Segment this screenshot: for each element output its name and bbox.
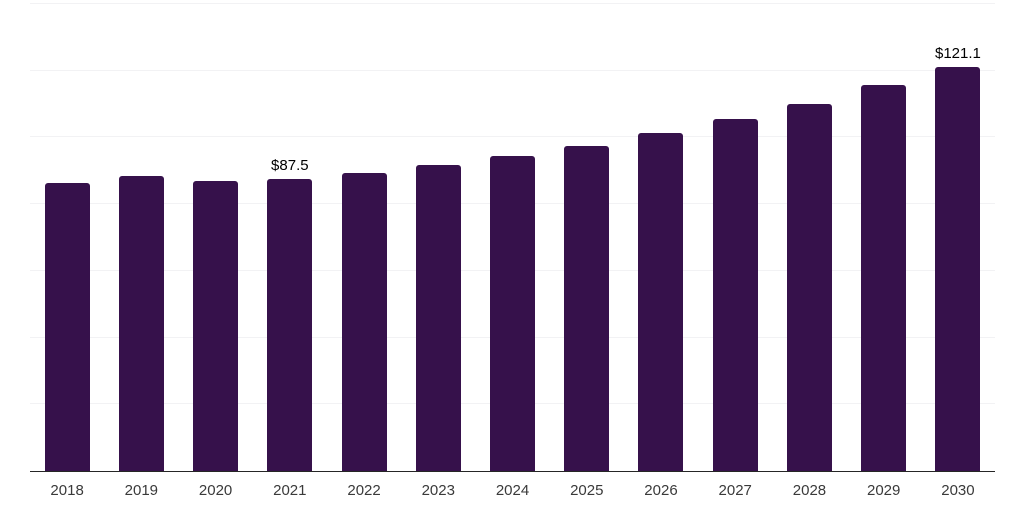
bar-slot-2019 xyxy=(104,4,178,471)
x-tick-label-2020: 2020 xyxy=(198,482,233,499)
x-tick-label-2024: 2024 xyxy=(495,482,530,499)
bar-2024 xyxy=(490,155,536,471)
x-tick-label-2019: 2019 xyxy=(124,482,159,499)
x-tick-label-2022: 2022 xyxy=(347,482,381,499)
bar-slot-2018 xyxy=(30,4,104,471)
bar-2025 xyxy=(564,145,610,471)
bar-slot-2021: $87.5 xyxy=(253,4,327,471)
x-axis-labels: 2018 2019 2020 2021 2022 2023 2024 2025 2026 2027… xyxy=(30,482,995,499)
bar-slot-2024 xyxy=(475,4,549,471)
x-tick-label-2026: 2026 xyxy=(644,482,678,499)
bar-value-label-2030: $121.1 xyxy=(934,45,981,63)
x-tick-label-2028: 2028 xyxy=(792,482,827,499)
bar-chart-plot-area: $87.5 $121.1 xyxy=(30,3,995,472)
gridline-120 xyxy=(30,69,995,71)
gridline-140 xyxy=(30,3,995,4)
bar-2026 xyxy=(638,133,684,471)
bar-2027 xyxy=(712,119,758,471)
bar-2020 xyxy=(193,181,239,471)
x-tick-label-2021: 2021 xyxy=(273,482,307,499)
bar-2030: $121.1 xyxy=(935,45,981,471)
bar-slot-2023 xyxy=(401,4,475,471)
bar-2019 xyxy=(118,175,164,471)
x-tick-label-2023: 2023 xyxy=(421,482,455,499)
x-tick-label-2030: 2030 xyxy=(941,482,975,499)
x-tick-label-2018: 2018 xyxy=(50,482,84,499)
bar-2018 xyxy=(44,182,90,471)
bar-2028 xyxy=(786,104,832,471)
bar-slot-2020 xyxy=(178,4,252,471)
bar-slot-2025 xyxy=(550,4,624,471)
bar-2022 xyxy=(341,172,387,471)
bar-2021: $87.5 xyxy=(267,157,313,471)
bar-2029 xyxy=(861,85,907,471)
bar-slot-2027 xyxy=(698,4,772,471)
bar-slot-2022 xyxy=(327,4,401,471)
x-tick-label-2025: 2025 xyxy=(570,482,604,499)
bar-value-label-2021: $87.5 xyxy=(271,157,309,175)
bar-2023 xyxy=(415,164,461,471)
bar-slot-2026 xyxy=(624,4,698,471)
bar-slot-2030: $121.1 xyxy=(921,4,995,471)
bars-container: $87.5 $121.1 xyxy=(30,4,995,471)
bar-slot-2029 xyxy=(847,4,921,471)
x-tick-label-2029: 2029 xyxy=(867,482,901,499)
x-tick-label-2027: 2027 xyxy=(718,482,752,499)
bar-slot-2028 xyxy=(772,4,846,471)
gridline-100 xyxy=(30,136,995,138)
